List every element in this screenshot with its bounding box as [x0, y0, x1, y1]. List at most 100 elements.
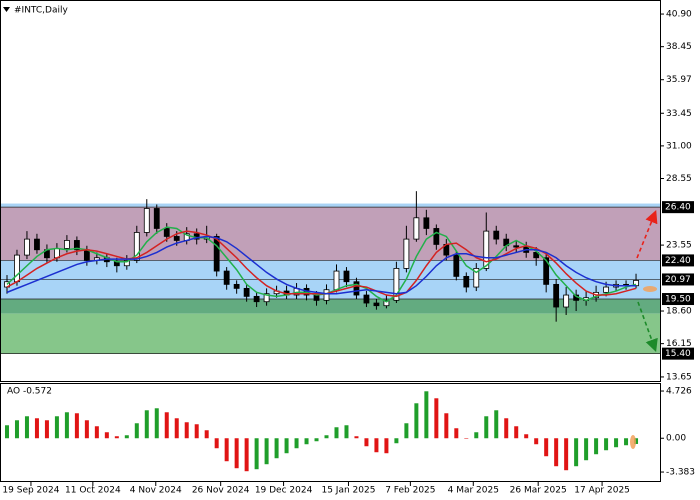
- ao-bar: [24, 416, 29, 439]
- ao-bar: [214, 438, 219, 449]
- ao-bar: [174, 418, 179, 439]
- candle-body: [24, 238, 30, 256]
- candle-body: [243, 287, 250, 297]
- y-tick-label: 23.55: [666, 241, 692, 251]
- x-tick-label: 19 Dec 2024: [255, 486, 313, 496]
- chart-title: #INTC,Daily: [14, 6, 68, 16]
- ao-bar: [14, 420, 19, 439]
- candle-body: [563, 294, 570, 308]
- ao-bar: [144, 410, 149, 439]
- price-frame: [0, 0, 661, 382]
- level-label-bg: [662, 347, 694, 360]
- ao-bar: [104, 432, 109, 439]
- level-label: 15.40: [665, 349, 691, 359]
- ao-bar: [274, 438, 279, 459]
- ao-bar: [614, 438, 619, 448]
- y-tick-label: 13.65: [666, 372, 692, 382]
- candle-body: [73, 240, 80, 251]
- ao-bar: [294, 438, 299, 449]
- ao-bar: [224, 438, 229, 462]
- candle-body: [223, 270, 230, 285]
- ao-bar: [234, 438, 239, 469]
- candle-body: [473, 268, 480, 288]
- ao-bar: [484, 416, 489, 439]
- candle-body: [333, 270, 340, 291]
- ao-bar: [314, 438, 319, 442]
- candle-body: [383, 299, 390, 307]
- ao-bar: [394, 438, 399, 444]
- candle-body: [323, 289, 330, 301]
- candle-body: [173, 236, 180, 241]
- candle-body: [123, 260, 130, 267]
- ao-bar: [204, 430, 209, 439]
- candle-body: [143, 208, 150, 233]
- x-tick-label: 4 Mar 2025: [448, 486, 499, 496]
- x-tick-label: 26 Nov 2024: [192, 486, 250, 496]
- level-label-bg: [662, 293, 694, 306]
- price-marker: [643, 286, 657, 292]
- ao-bar: [594, 438, 599, 455]
- moving-average: [6, 235, 637, 295]
- level-label-bg: [662, 254, 694, 267]
- price-panel: [1, 191, 660, 354]
- candle-body: [263, 293, 270, 303]
- level-label: 19.50: [665, 295, 691, 305]
- ao-bar: [414, 403, 419, 439]
- y-tick-label: 18.60: [666, 307, 692, 317]
- ao-bar: [194, 424, 199, 439]
- ao-tick-label: 0.00: [666, 434, 686, 444]
- y-tick-label: 38.45: [666, 42, 692, 52]
- title-icon: [3, 7, 10, 12]
- ao-bar: [114, 436, 119, 439]
- zone: [1, 313, 660, 354]
- ao-bar: [304, 438, 309, 445]
- candle-body: [163, 228, 170, 237]
- y-tick-label: 40.90: [666, 10, 692, 20]
- ao-bar: [374, 438, 379, 453]
- level-label: 26.40: [665, 203, 691, 213]
- candle-body: [493, 230, 500, 240]
- candle-body: [603, 286, 609, 293]
- ao-bar: [434, 398, 439, 439]
- ao-bar: [494, 410, 499, 439]
- candle-body: [153, 208, 160, 229]
- down-arrow: [637, 301, 658, 353]
- x-tick-label: 26 Mar 2025: [510, 486, 567, 496]
- ao-bar: [604, 438, 609, 451]
- ao-bar: [284, 438, 289, 454]
- ao-bar: [564, 438, 569, 471]
- ao-bar: [324, 435, 329, 439]
- ao-bar: [264, 438, 269, 465]
- y-tick-label: 35.97: [666, 75, 692, 85]
- ao-bar: [34, 418, 39, 439]
- candle-body: [513, 245, 520, 248]
- y-tick-label: 31.00: [666, 141, 692, 151]
- candle-body: [353, 281, 360, 296]
- candle-body: [553, 283, 560, 308]
- candle-body: [64, 240, 70, 249]
- ao-tick-label: -3.383: [666, 468, 695, 478]
- candle-body: [453, 254, 460, 277]
- x-tick-label: 11 Oct 2024: [65, 486, 121, 496]
- ao-bar: [364, 438, 369, 447]
- ao-bar: [74, 413, 79, 439]
- x-tick-label: 4 Nov 2024: [130, 486, 182, 496]
- x-tick-label: 19 Sep 2024: [2, 486, 59, 496]
- ao-bar: [524, 434, 529, 439]
- candle-body: [463, 275, 470, 288]
- candle-body: [34, 238, 40, 251]
- ao-bar: [584, 438, 589, 461]
- ao-bar: [454, 428, 459, 439]
- ao-bar: [254, 438, 259, 470]
- candle-body: [213, 236, 220, 272]
- candle-body: [483, 230, 490, 269]
- ao-frame: [0, 383, 661, 482]
- ao-bar: [134, 423, 139, 439]
- ao-bar: [354, 436, 359, 439]
- candle-body: [533, 252, 540, 259]
- ao-bar: [504, 418, 509, 439]
- ao-bar: [84, 420, 89, 439]
- ao-label: AO -0.572: [7, 387, 52, 397]
- level-label: 22.40: [665, 256, 691, 266]
- level-label: 20.97: [665, 275, 691, 285]
